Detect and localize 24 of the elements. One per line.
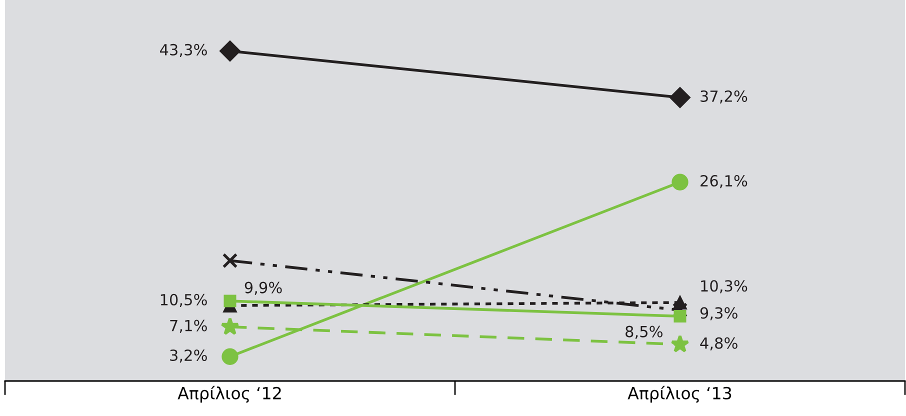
data-label: 9,9% (244, 282, 282, 295)
data-label: 26,1% (700, 174, 748, 188)
data-label: 4,8% (700, 337, 738, 350)
data-label: 10,3% (701, 280, 748, 294)
data-label: 3,2% (170, 349, 207, 363)
point (672, 174, 688, 190)
point (672, 302, 688, 318)
point (222, 348, 238, 365)
data-label: 10,5% (160, 294, 207, 307)
point (673, 296, 687, 310)
point (224, 294, 236, 308)
data-label: 37,2% (700, 90, 748, 104)
point (674, 310, 686, 322)
point (670, 334, 690, 353)
x-tick-label: Απρίλιος ‘13 (628, 386, 732, 403)
data-label: 9,3% (700, 307, 738, 320)
point (219, 40, 241, 62)
data-label: 8,5% (626, 326, 662, 339)
data-label: 43,3% (160, 44, 207, 58)
point (669, 87, 691, 108)
data-label: 7,1% (170, 320, 207, 333)
point (222, 252, 238, 268)
x-tick-label: Απρίλιος ‘12 (178, 386, 281, 403)
point (220, 317, 240, 336)
